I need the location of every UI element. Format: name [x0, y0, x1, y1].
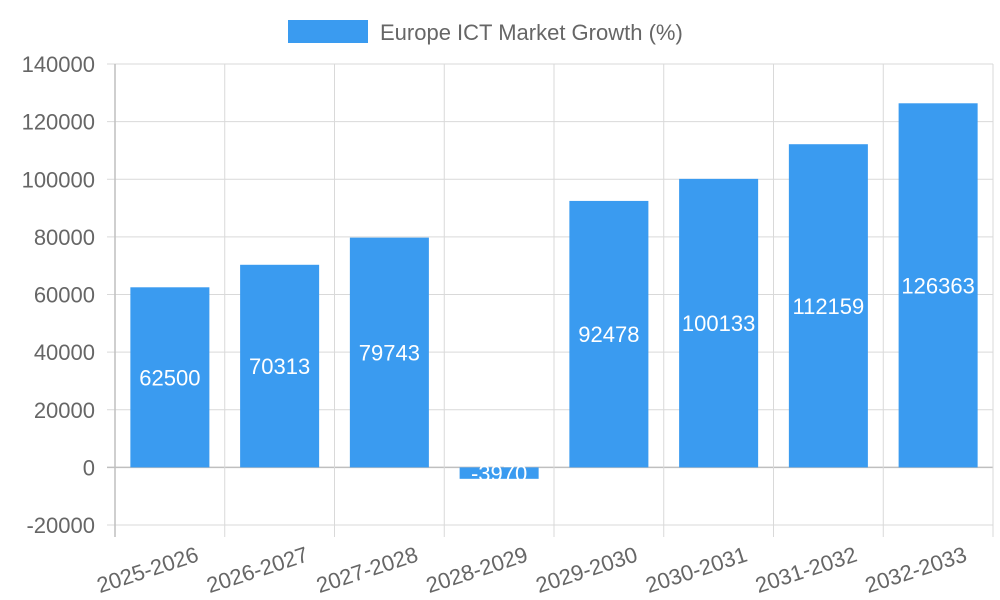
- x-tick-label: 2032-2033: [862, 542, 970, 598]
- bar-value-label: 92478: [578, 322, 639, 347]
- x-tick-label: 2026-2027: [203, 542, 311, 598]
- x-tick-label: 2028-2029: [423, 542, 531, 598]
- y-tick-label: 0: [83, 455, 95, 480]
- bar-2025-2026[interactable]: [130, 287, 210, 468]
- bar-value-label: 100133: [682, 311, 755, 336]
- bar-value-label: -3970: [471, 461, 527, 486]
- x-tick-label: 2031-2032: [752, 542, 860, 598]
- bar-2032-2033[interactable]: [898, 103, 978, 468]
- bar-2026-2027[interactable]: [240, 264, 320, 468]
- y-tick-label: 140000: [22, 52, 95, 77]
- legend-label: Europe ICT Market Growth (%): [380, 20, 683, 45]
- bars: [130, 103, 978, 479]
- bar-value-label: 70313: [249, 354, 310, 379]
- x-tick-label: 2029-2030: [533, 542, 641, 598]
- y-tick-label: 40000: [34, 340, 95, 365]
- legend: Europe ICT Market Growth (%): [288, 20, 683, 45]
- bar-value-label: 79743: [359, 340, 420, 365]
- bar-2027-2028[interactable]: [349, 237, 429, 468]
- y-tick-label: -20000: [26, 513, 95, 538]
- y-tick-label: 100000: [22, 167, 95, 192]
- bar-value-label: 112159: [792, 294, 864, 319]
- y-tick-label: 20000: [34, 398, 95, 423]
- bar-2031-2032[interactable]: [788, 144, 868, 468]
- bar-2028-2029[interactable]: [459, 467, 539, 479]
- bar-value-label: 62500: [139, 365, 200, 390]
- bar-2029-2030[interactable]: [569, 200, 649, 468]
- x-tick-label: 2027-2028: [313, 542, 421, 598]
- y-tick-label: 120000: [22, 110, 95, 135]
- x-tick-label: 2030-2031: [642, 542, 750, 598]
- x-tick-label: 2025-2026: [94, 542, 202, 598]
- legend-swatch: [288, 20, 368, 43]
- bar-value-label: 126363: [901, 273, 974, 298]
- y-tick-label: 80000: [34, 225, 95, 250]
- y-tick-label: 60000: [34, 283, 95, 308]
- bar-2030-2031[interactable]: [679, 178, 759, 468]
